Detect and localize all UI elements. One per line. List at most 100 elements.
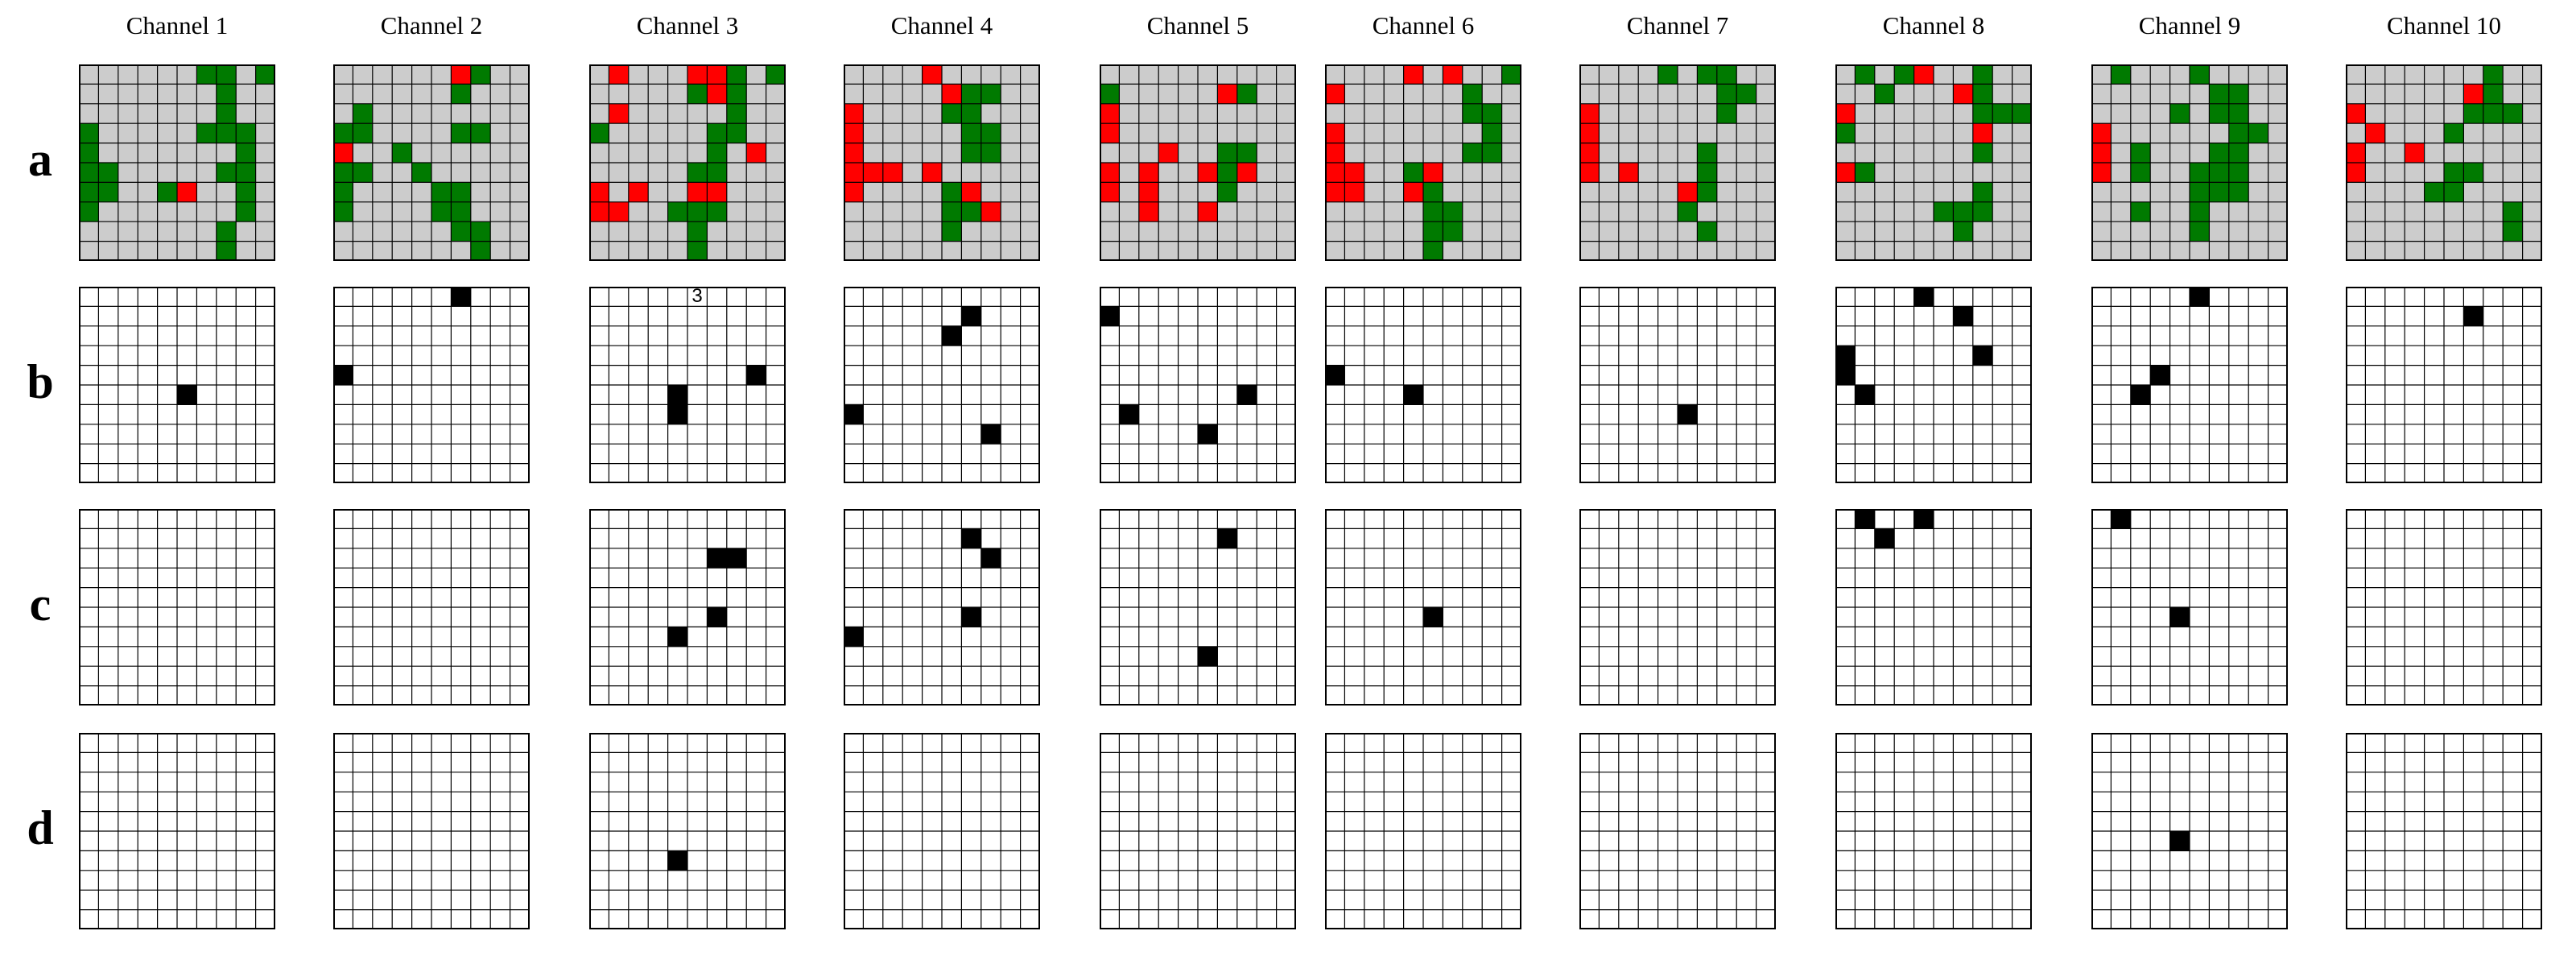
green-cell (196, 64, 217, 85)
green-cell (216, 123, 237, 143)
panel-c-channel-3 (589, 509, 786, 706)
red-cell (844, 163, 864, 183)
red-cell (1678, 182, 1698, 202)
red-cell (1217, 84, 1237, 104)
green-cell (942, 221, 962, 242)
black-cell (1913, 509, 1934, 529)
green-cell (2483, 103, 2504, 124)
green-cell (1217, 163, 1237, 183)
green-cell (470, 123, 491, 143)
green-cell (431, 182, 452, 202)
red-cell (844, 143, 864, 163)
red-cell (844, 103, 864, 124)
grid-lines (1835, 64, 2032, 261)
grid-lines (1835, 509, 2032, 706)
panel-d-channel-9 (2091, 733, 2288, 929)
red-cell (177, 182, 197, 202)
red-cell (451, 64, 471, 85)
red-cell (707, 64, 727, 85)
grid-lines (2091, 509, 2288, 706)
green-cell (431, 201, 452, 222)
row-label-d: d (27, 801, 54, 854)
channel-title-7: Channel 7 (1626, 11, 1729, 39)
black-cell (667, 627, 687, 647)
grid-lines (1579, 733, 1776, 929)
red-cell (1953, 84, 1973, 104)
panel-b-channel-7 (1579, 287, 1776, 483)
red-cell (1913, 64, 1934, 85)
green-cell (216, 221, 237, 242)
grid-c-3 (589, 509, 786, 706)
black-cell (667, 385, 687, 405)
green-cell (216, 163, 237, 183)
red-cell (942, 84, 962, 104)
panel-d-channel-10 (2346, 733, 2542, 929)
green-cell (589, 123, 609, 143)
black-cell (1835, 365, 1856, 385)
green-cell (236, 182, 256, 202)
green-cell (1657, 64, 1678, 85)
black-cell (844, 404, 864, 424)
green-cell (942, 201, 962, 222)
grid-lines (2346, 287, 2542, 483)
red-cell (2091, 143, 2112, 163)
green-cell (961, 123, 981, 143)
black-cell (1100, 306, 1120, 326)
green-cell (1217, 143, 1237, 163)
green-cell (1972, 103, 1993, 124)
green-cell (2209, 143, 2229, 163)
green-cell (1716, 84, 1737, 104)
green-cell (687, 241, 708, 261)
green-cell (79, 182, 99, 202)
black-cell (980, 548, 1001, 569)
green-cell (333, 201, 353, 222)
panel-c-channel-4 (844, 509, 1040, 706)
grid-c-10 (2346, 509, 2542, 706)
red-cell (1236, 163, 1257, 183)
grid-lines (844, 287, 1040, 483)
green-cell (2130, 143, 2151, 163)
red-cell (609, 64, 629, 85)
grid-lines (79, 287, 275, 483)
grid-b-9 (2091, 287, 2288, 483)
green-cell (687, 201, 708, 222)
black-cell (980, 424, 1001, 445)
red-cell (1198, 163, 1218, 183)
green-cell (1953, 201, 1973, 222)
black-cell (2150, 365, 2170, 385)
green-cell (1482, 143, 1502, 163)
grid-d-8 (1835, 733, 2032, 929)
grid-lines (1579, 509, 1776, 706)
green-cell (2228, 123, 2249, 143)
black-cell (961, 607, 981, 627)
green-cell (2190, 201, 2210, 222)
panel-c-channel-8 (1835, 509, 2032, 706)
row-label-b: b (27, 355, 54, 408)
grid-c-2 (333, 509, 530, 706)
green-cell (1736, 84, 1757, 104)
green-cell (1423, 182, 1443, 202)
grid-lines (1579, 64, 1776, 261)
grid-lines (79, 509, 275, 706)
green-cell (2228, 143, 2249, 163)
panel-b-channel-9 (2091, 287, 2288, 483)
green-cell (1403, 163, 1423, 183)
black-cell (746, 365, 766, 385)
green-cell (2228, 182, 2249, 202)
green-cell (333, 163, 353, 183)
green-cell (216, 103, 237, 124)
green-cell (2130, 201, 2151, 222)
green-cell (1217, 182, 1237, 202)
cell-annotation: 3 (691, 285, 703, 307)
grid-d-4 (844, 733, 1040, 929)
grid-a-6 (1325, 64, 1521, 261)
green-cell (961, 201, 981, 222)
green-cell (236, 201, 256, 222)
black-cell (961, 528, 981, 548)
grid-b-2 (333, 287, 530, 483)
green-cell (687, 163, 708, 183)
green-cell (980, 123, 1001, 143)
grid-c-7 (1579, 509, 1776, 706)
black-cell (451, 287, 471, 307)
green-cell (2209, 163, 2229, 183)
